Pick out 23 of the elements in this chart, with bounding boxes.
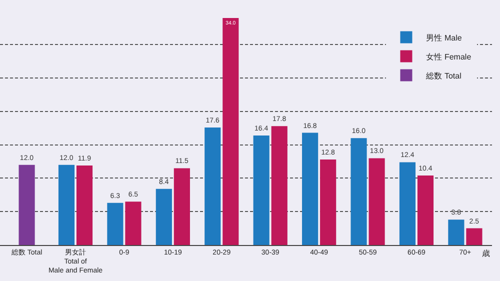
text: 歳	[482, 249, 490, 258]
bar	[302, 132, 318, 245]
bar	[76, 166, 93, 245]
bar	[350, 138, 367, 245]
bar	[107, 202, 124, 245]
bar	[222, 18, 239, 245]
bar	[125, 202, 142, 245]
bar	[58, 164, 75, 245]
legend-label: 女性 Female	[426, 52, 472, 62]
bar	[204, 127, 221, 245]
bar	[368, 158, 385, 245]
bar	[18, 164, 35, 245]
legend-label: 総数 Total	[425, 71, 462, 80]
bar	[253, 135, 270, 245]
bar	[399, 162, 416, 245]
bar	[174, 168, 190, 245]
legend-label: 男性 Male	[426, 33, 462, 42]
bar	[156, 188, 172, 245]
bar	[320, 160, 336, 245]
bar	[448, 220, 464, 245]
bar	[417, 176, 434, 245]
bar	[271, 126, 288, 245]
bar	[466, 228, 482, 245]
